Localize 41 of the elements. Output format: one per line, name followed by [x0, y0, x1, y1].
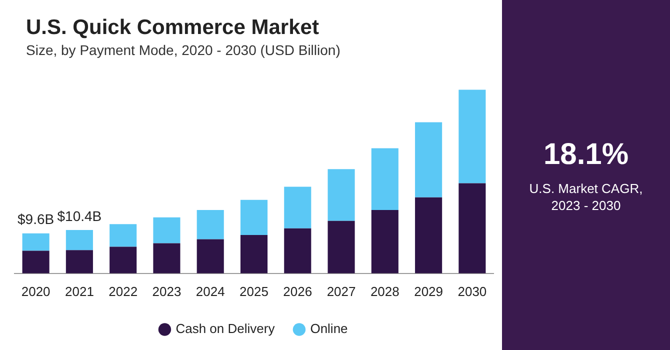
annotation: $9.6B	[18, 211, 54, 228]
bar	[371, 210, 398, 274]
legend-label: Cash on Delivery	[176, 321, 276, 336]
text: 18.1%	[542, 138, 630, 172]
bar	[284, 228, 312, 274]
bar	[196, 210, 224, 240]
bar	[415, 122, 442, 198]
bar	[110, 246, 137, 274]
bar	[153, 243, 180, 274]
bar	[371, 148, 398, 210]
x-tick-label: 2026	[283, 284, 312, 299]
bar	[22, 233, 50, 251]
bar	[66, 230, 93, 250]
x-tick-label: 2025	[240, 284, 268, 299]
bar	[415, 197, 442, 274]
x-tick-label: 2030	[458, 284, 487, 299]
bar	[458, 183, 486, 274]
x-tick-label: 2022	[108, 284, 138, 299]
bar	[458, 90, 486, 184]
bar	[328, 169, 355, 221]
bar	[284, 186, 312, 228]
bar	[196, 239, 224, 274]
bar	[66, 250, 93, 274]
x-tick-label: 2020	[21, 284, 50, 299]
bar	[328, 220, 355, 274]
bar	[240, 235, 268, 274]
x-tick-label: 2027	[326, 284, 356, 299]
legend-label: Online	[310, 321, 348, 336]
text: U.S. Market CAGR, 2023 - 2030	[528, 180, 644, 214]
x-tick-label: 2021	[64, 284, 94, 299]
x-tick-label: 2028	[370, 284, 400, 299]
bar	[22, 250, 50, 274]
x-tick-label: 2024	[196, 284, 225, 299]
x-tick-label: 2023	[152, 284, 182, 299]
x-tick-label: 2029	[414, 284, 444, 299]
bar	[153, 217, 180, 244]
chart-subtitle: Size, by Payment Mode, 2020 - 2030 (USD Billion)	[26, 42, 340, 58]
bar	[110, 224, 137, 247]
chart-title: U.S. Quick Commerce Market	[26, 16, 319, 40]
bar	[240, 200, 268, 236]
annotation: $10.4B	[57, 208, 102, 224]
